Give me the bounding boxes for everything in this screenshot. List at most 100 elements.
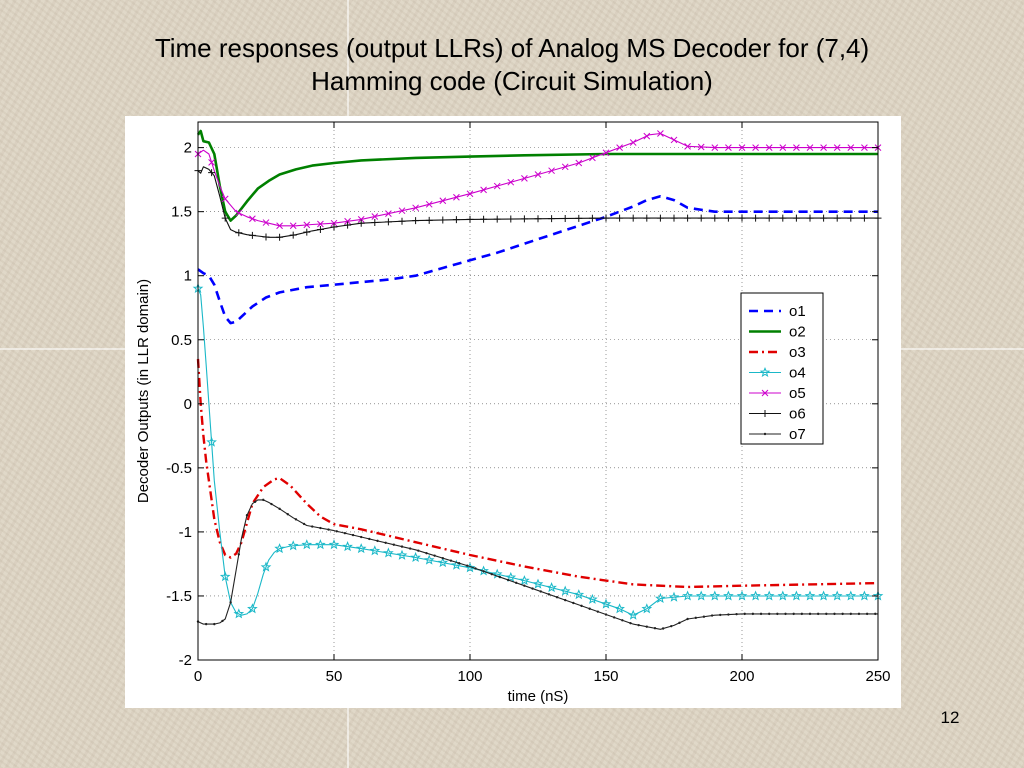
x-marker <box>208 158 215 166</box>
x-marker <box>548 167 555 175</box>
x-marker <box>629 139 637 146</box>
x-marker <box>833 144 841 151</box>
plot-border <box>197 121 879 661</box>
plus-marker <box>792 214 800 222</box>
star-marker <box>247 603 258 614</box>
legend-label: o5 <box>789 385 806 402</box>
series-o2 <box>196 129 878 222</box>
series-o5 <box>194 130 882 230</box>
x-tick-label: 200 <box>729 668 754 685</box>
dot-marker <box>221 619 224 623</box>
slide-title-line-1: Time responses (output LLRs) of Analog M… <box>154 33 870 63</box>
legend-label: o3 <box>789 344 806 361</box>
dot-marker <box>547 593 551 596</box>
x-marker <box>847 144 855 151</box>
dot-marker <box>474 567 477 570</box>
dot-marker <box>531 587 534 590</box>
series-lines <box>192 129 884 630</box>
x-marker <box>289 222 297 230</box>
dot-marker <box>710 614 714 617</box>
dot-marker <box>621 619 624 622</box>
star-marker <box>287 540 299 551</box>
dot-marker <box>237 553 240 556</box>
dot-marker <box>384 541 387 544</box>
star-marker <box>559 585 571 596</box>
dot-marker <box>580 604 583 608</box>
plus-marker <box>724 214 732 222</box>
dot-marker <box>719 613 722 617</box>
series-o3 <box>196 358 879 589</box>
markers-o6 <box>194 167 882 241</box>
star-marker <box>709 590 721 601</box>
dot-marker <box>319 526 322 530</box>
star-marker <box>759 366 771 378</box>
dot-marker <box>245 514 249 517</box>
plus-marker <box>276 233 284 241</box>
dot-marker <box>865 612 869 616</box>
dot-marker <box>302 522 306 526</box>
slide-title: Time responses (output LLRs) of Analog M… <box>0 32 1024 98</box>
x-marker <box>589 154 596 162</box>
plus-marker <box>779 214 787 222</box>
dot-marker <box>604 613 608 616</box>
dot-marker <box>360 535 363 539</box>
dot-marker <box>735 612 738 616</box>
star-marker <box>383 547 394 558</box>
x-marker <box>357 215 365 223</box>
x-marker <box>439 197 447 205</box>
x-marker <box>725 144 732 151</box>
star-marker <box>478 565 489 576</box>
dot-marker <box>270 502 273 506</box>
star-marker <box>274 543 285 554</box>
plus-marker <box>316 225 324 233</box>
x-marker <box>398 207 406 215</box>
legend-item-o7: o7 <box>749 426 806 443</box>
legend-item-o5: o5 <box>749 385 806 402</box>
plus-marker <box>248 231 256 239</box>
dot-marker <box>751 612 755 616</box>
x-marker <box>820 144 827 151</box>
star-marker <box>219 571 231 582</box>
x-marker <box>425 200 433 208</box>
dot-marker <box>645 625 648 628</box>
star-marker <box>233 608 245 619</box>
x-marker <box>262 219 270 226</box>
star-marker <box>614 603 625 614</box>
plus-marker <box>412 217 420 225</box>
dot-marker <box>825 612 828 616</box>
x-marker <box>235 209 243 217</box>
y-tick-label: -1.5 <box>166 588 192 605</box>
dot-marker <box>343 531 347 535</box>
star-marker <box>627 609 639 620</box>
plus-marker <box>493 215 501 223</box>
decoder-output-chart: 0 50 100 150 200 250 -2 -1.5 -1 -0.5 0 0.5 1 1.5 2 tim… <box>135 121 891 705</box>
star-marker <box>396 549 408 560</box>
dot-marker <box>555 596 559 599</box>
star-marker <box>532 578 544 589</box>
plus-marker <box>602 214 610 222</box>
star-marker <box>695 590 707 601</box>
plus-marker <box>847 214 855 222</box>
legend-item-o6: o6 <box>749 406 806 423</box>
plus-marker <box>262 233 270 241</box>
plus-marker <box>752 214 760 222</box>
dot-marker <box>327 528 330 531</box>
x-marker <box>643 132 651 140</box>
dot-marker <box>392 543 396 546</box>
star-marker <box>641 603 653 614</box>
y-axis-label: Decoder Outputs (in LLR domain) <box>135 279 152 503</box>
legend-label: o4 <box>789 365 806 382</box>
plus-marker <box>480 215 488 223</box>
x-marker <box>670 136 678 144</box>
plus-marker <box>520 215 528 223</box>
dot-marker <box>763 432 767 436</box>
dot-marker <box>482 570 485 573</box>
markers-o5 <box>194 130 882 230</box>
x-marker <box>507 178 515 186</box>
dot-marker <box>743 612 746 616</box>
plus-marker <box>330 223 338 231</box>
star-marker <box>437 557 449 568</box>
dot-marker <box>686 617 689 621</box>
dot-marker <box>694 616 697 620</box>
x-marker <box>344 217 351 225</box>
